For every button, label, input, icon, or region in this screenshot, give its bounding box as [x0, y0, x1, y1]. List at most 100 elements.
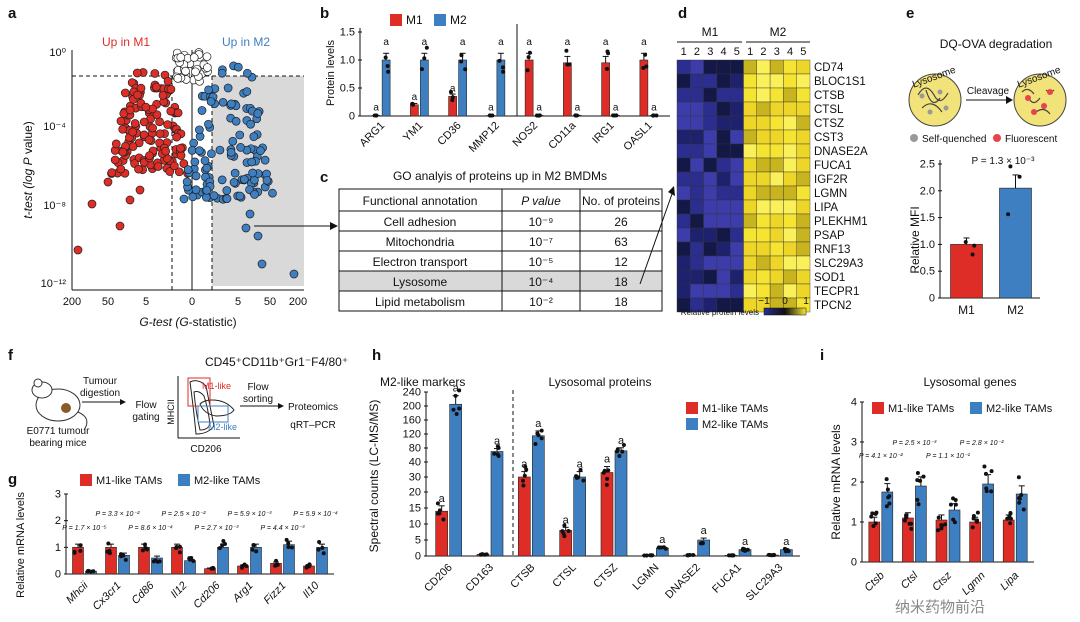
data-point [576, 475, 581, 480]
heatmap-cell [796, 59, 811, 75]
category-label: Arg1 [230, 580, 256, 606]
heatmap-cell [716, 269, 731, 285]
bar [435, 510, 448, 557]
f-arrowhead-1 [120, 399, 126, 405]
heatmap-cell [703, 171, 718, 187]
heatmap-cell [756, 143, 771, 159]
data-point [1017, 500, 1022, 505]
volcano-point [226, 148, 236, 157]
volcano-point [173, 74, 183, 83]
c-row-name: Cell adhesion [384, 215, 457, 229]
a-xtick-3: 0 [189, 296, 195, 308]
b-bars: ARG1 YM1 CD36 MMP12 NOS2 CD11a IRG1 OASL1aaaaaa… [358, 37, 659, 155]
g-bars: Mhcii P = 1.7 × 10⁻⁵ Cx3cr1 P = 3.3 × 10⁻² C… [62, 511, 338, 613]
volcano-point [179, 194, 189, 204]
p-value-label: P = 2.8 × 10⁻² [960, 440, 1005, 447]
volcano-point [110, 155, 120, 165]
heatmap-cell [703, 269, 718, 285]
category-label: Ctsl [899, 569, 921, 591]
e-fluor-dot [1047, 89, 1053, 95]
significance-letter: a [422, 37, 428, 48]
volcano-point [222, 186, 232, 195]
heatmap-cell [716, 255, 731, 271]
e-ova-tangle [917, 87, 949, 113]
volcano-point [176, 143, 185, 153]
c-highlight-row [340, 271, 661, 291]
e-title: DQ-OVA degradation [940, 37, 1053, 51]
heatmap-cell [796, 255, 811, 271]
heatmap-cell [730, 241, 744, 257]
volcano-point [189, 138, 198, 148]
volcano-point [107, 168, 117, 177]
c-to-d-arrowhead [668, 186, 675, 196]
heatmap-cell [716, 213, 731, 229]
data-point [454, 411, 459, 416]
volcano-point [241, 223, 251, 233]
significance-letter: a [453, 383, 460, 395]
data-point [535, 431, 540, 436]
bar [601, 62, 610, 117]
h-group-markers: M2-like markers [380, 375, 465, 389]
heatmap-column-label: 1 [747, 46, 753, 58]
heatmap-cell [690, 241, 704, 257]
c-row: Lysosome 10⁻⁴ 18 [393, 275, 628, 289]
heatmap-cell [743, 143, 758, 159]
volcano-point [189, 53, 199, 62]
c-row-count: 63 [614, 235, 628, 249]
data-point [1008, 510, 1013, 515]
panel-label-i: i [820, 347, 824, 364]
significance-letter: a [535, 418, 542, 430]
y-tick-label: 0.5 [340, 83, 355, 95]
f-out1: Proteomics [288, 402, 338, 413]
heatmap-cell [743, 87, 758, 103]
volcano-point [191, 67, 200, 77]
heatmap-cell [716, 115, 731, 131]
heatmap-cell [703, 143, 718, 159]
volcano-point [166, 84, 176, 94]
a-xtick-4: 5 [235, 296, 241, 308]
heatmap-row-label: SOD1 [814, 272, 845, 284]
heatmap-cell [756, 59, 771, 75]
significance-letter: a [565, 37, 571, 48]
d-colorbar [763, 307, 807, 316]
heatmap-cell [730, 87, 744, 103]
heatmap-cell [783, 227, 797, 243]
heatmap-cell [783, 87, 797, 103]
volcano-point [203, 63, 212, 72]
y-tick-label: 15 [409, 503, 421, 515]
data-point [873, 521, 878, 526]
data-point [907, 521, 912, 526]
heatmap-cell [676, 143, 691, 159]
heatmap-cell [769, 171, 784, 187]
heatmap-cell [676, 185, 691, 201]
heatmap-cell [690, 59, 704, 75]
heatmap-cell [756, 87, 771, 103]
data-point [533, 442, 538, 447]
heatmap-row-label: LIPA [814, 202, 838, 214]
significance-letter: a [373, 102, 379, 113]
data-point [221, 539, 226, 544]
heatmap-row-label: IGF2R [814, 174, 848, 186]
data-point [250, 547, 255, 552]
p-value-label: P = 2.5 × 10⁻³ [892, 440, 937, 447]
data-point [916, 502, 921, 507]
heatmap-cell [783, 73, 797, 89]
volcano-point [134, 164, 143, 174]
data-point [274, 558, 279, 563]
heatmap-cell [703, 73, 718, 89]
volcano-point [236, 143, 245, 152]
i-title: Lysosomal genes [924, 375, 1017, 389]
volcano-point [253, 231, 263, 241]
data-point [786, 549, 791, 554]
heatmap-cell [703, 87, 718, 103]
heatmap-cell [730, 255, 744, 271]
y-tick-label: 30 [409, 472, 421, 484]
e-fluor-dot [1041, 103, 1047, 109]
c-row-name: Lipid metabolism [375, 295, 465, 309]
f-mouse-label-1: E0771 tumour [27, 426, 90, 437]
g-legend-m2-swatch [178, 474, 190, 486]
heatmap-cell [743, 73, 758, 89]
heatmap-cell [703, 213, 718, 229]
data-point [451, 407, 456, 412]
data-point [909, 526, 914, 531]
